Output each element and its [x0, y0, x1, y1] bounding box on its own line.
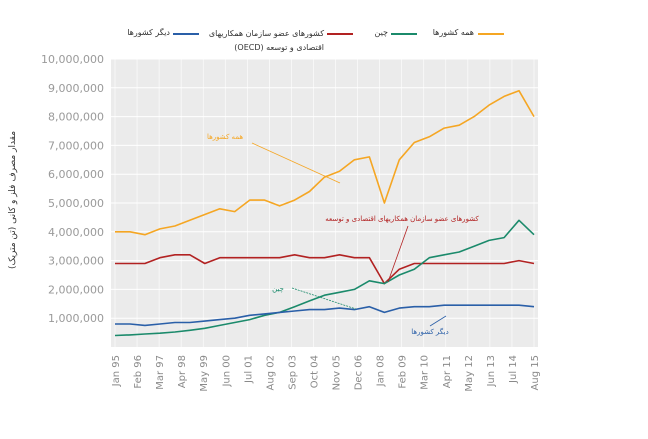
- x-tick-label: Mar 97: [155, 355, 166, 390]
- annotation-oecd: کشورهای عضو سازمان همکاریهای اقتصادی و ت…: [325, 215, 479, 223]
- annotation-arrow-oecd: [387, 225, 409, 283]
- legend-label-china: چین: [374, 28, 388, 37]
- y-tick-label: 6,000,000: [48, 168, 104, 181]
- annotation-others: دیگر کشورها: [411, 327, 448, 336]
- x-tick-label: Feb 96: [133, 355, 144, 389]
- y-tick-label: 1,000,000: [48, 312, 104, 325]
- legend-label-all: همه کشورها: [432, 28, 474, 37]
- y-tick-label: 8,000,000: [48, 111, 104, 124]
- series-lines: [114, 89, 535, 337]
- x-tick-label: Jan 95: [111, 355, 122, 387]
- y-tick-label: 5,000,000: [48, 197, 104, 210]
- x-tick-label: Jul 01: [243, 355, 254, 384]
- legend-label-oecd: کشورهای عضو سازمان همکاریهای اقتصادی و ت…: [208, 29, 324, 52]
- x-tick-labels: Jan 95 Feb 96 Mar 97 Apr 98 May 99 Jun 00 Jul …: [111, 355, 541, 392]
- x-tick-label: Jul 14: [508, 355, 519, 384]
- legend-line-oecd: [327, 33, 353, 35]
- x-tick-label: Oct 04: [309, 355, 320, 388]
- x-tick-label: Mar 10: [420, 355, 431, 390]
- annotation-arrow-all: [251, 142, 341, 184]
- x-tick-label: Aug 02: [265, 355, 276, 390]
- annotation-arrow-china: [291, 287, 357, 310]
- x-tick-label: Apr 98: [177, 355, 188, 388]
- y-tick-label: 2,000,000: [48, 283, 104, 296]
- x-tick-label: Jan 08: [376, 355, 387, 387]
- x-tick-label: Sep 03: [287, 355, 298, 390]
- series-line-0: [115, 89, 535, 236]
- legend-line-china: [391, 33, 417, 35]
- legend-line-all: [478, 33, 504, 35]
- y-tick-label: 9,000,000: [48, 82, 104, 95]
- x-tick-label: Jun 00: [221, 355, 232, 388]
- annotation-arrow-others: [429, 315, 447, 327]
- x-tick-label: Nov 05: [332, 355, 343, 390]
- x-tick-label: Aug 15: [530, 355, 541, 390]
- series-line-3: [115, 304, 535, 327]
- x-tick-label: May 99: [199, 355, 210, 392]
- y-tick-label: 4,000,000: [48, 226, 104, 239]
- y-tick-labels: 1,000,000 2,000,000 3,000,000 4,000,000 5,00…: [41, 53, 104, 325]
- y-axis-label: مقدار مصرف فلز و کانی (تن متریک): [8, 131, 18, 269]
- legend-line-others: [173, 33, 199, 35]
- y-tick-label: 10,000,000: [41, 53, 104, 66]
- annotation-china: چین: [272, 285, 284, 293]
- y-tick-label: 7,000,000: [48, 139, 104, 152]
- y-tick-label: 3,000,000: [48, 255, 104, 268]
- series-line-1: [115, 254, 535, 285]
- x-tick-label: May 12: [464, 355, 475, 392]
- x-tick-label: Jun 13: [486, 355, 497, 388]
- annotation-all: همه کشورها: [207, 133, 243, 141]
- x-tick-label: Feb 09: [398, 355, 409, 389]
- legend-label-others: دیگر کشورها: [127, 28, 170, 37]
- gridlines: [111, 58, 538, 347]
- series-line-2: [114, 219, 535, 337]
- x-tick-label: Apr 11: [442, 355, 453, 388]
- x-tick-label: Dec 06: [354, 355, 365, 390]
